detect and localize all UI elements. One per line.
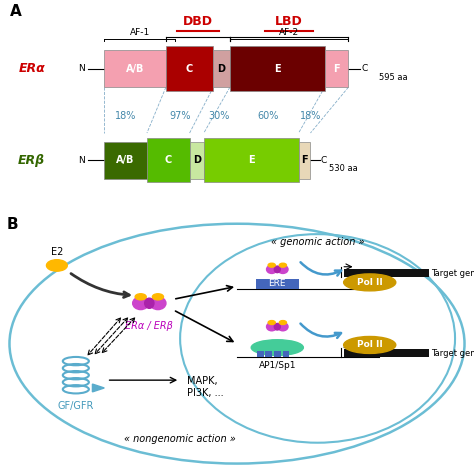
Ellipse shape [150,297,166,310]
Ellipse shape [344,274,396,291]
FancyBboxPatch shape [283,351,289,357]
Text: 530 aa: 530 aa [329,164,358,173]
FancyBboxPatch shape [299,142,310,179]
Text: B: B [7,217,19,232]
FancyBboxPatch shape [147,138,190,182]
Text: E: E [274,64,281,73]
Ellipse shape [251,340,303,356]
Ellipse shape [266,265,277,273]
FancyBboxPatch shape [257,351,264,357]
Text: 595 aa: 595 aa [379,73,408,82]
FancyBboxPatch shape [104,142,147,179]
FancyBboxPatch shape [204,138,299,182]
Circle shape [279,263,286,267]
FancyBboxPatch shape [265,351,272,357]
Text: A/B: A/B [126,64,144,73]
Text: ERβ: ERβ [18,154,45,167]
Text: C: C [186,64,193,73]
Text: AP1/Sp1: AP1/Sp1 [258,361,296,370]
Text: 18%: 18% [115,110,137,120]
Text: A/B: A/B [117,155,135,165]
FancyBboxPatch shape [325,50,348,87]
Circle shape [152,294,164,300]
Text: AF-1: AF-1 [130,28,150,37]
Text: C: C [361,64,367,73]
FancyBboxPatch shape [213,50,230,87]
Ellipse shape [266,323,277,331]
Text: F: F [333,64,340,73]
Circle shape [268,320,275,325]
Text: C: C [321,156,327,165]
Text: DBD: DBD [183,15,213,28]
Text: AF-2: AF-2 [279,28,299,37]
Text: D: D [218,64,226,73]
FancyBboxPatch shape [190,142,204,179]
Text: E: E [248,155,255,165]
Text: A: A [9,4,21,19]
Text: ERα / ERβ: ERα / ERβ [125,321,173,331]
Text: LBD: LBD [275,15,303,28]
Ellipse shape [145,298,154,308]
Text: MAPK,
PI3K, ...: MAPK, PI3K, ... [187,376,224,398]
Text: F: F [301,155,308,165]
Ellipse shape [274,266,280,273]
FancyBboxPatch shape [274,351,281,357]
FancyBboxPatch shape [104,50,166,87]
FancyBboxPatch shape [344,269,429,277]
FancyBboxPatch shape [256,279,299,289]
Ellipse shape [133,297,149,310]
Text: Target genes: Target genes [431,269,474,278]
Text: C: C [164,155,172,165]
Ellipse shape [274,323,280,330]
Ellipse shape [344,337,396,354]
Text: ERα: ERα [18,62,45,75]
Text: GF/GFR: GF/GFR [58,401,94,411]
Text: 18%: 18% [300,110,321,120]
Text: D: D [193,155,201,165]
Text: 30%: 30% [208,110,230,120]
Text: Pol II: Pol II [357,340,383,349]
Circle shape [268,263,275,267]
Circle shape [135,294,146,300]
FancyBboxPatch shape [166,46,213,91]
Text: 97%: 97% [169,110,191,120]
Text: N: N [79,156,85,165]
Circle shape [279,320,286,325]
Text: « genomic action »: « genomic action » [271,237,365,247]
FancyBboxPatch shape [230,46,325,91]
Ellipse shape [278,265,288,273]
FancyBboxPatch shape [344,349,429,357]
Text: Pol II: Pol II [357,278,383,287]
Text: 60%: 60% [257,110,279,120]
Polygon shape [92,384,104,392]
Text: ERE: ERE [269,280,286,289]
Text: Target genes: Target genes [431,349,474,358]
Text: « nongenomic action »: « nongenomic action » [124,434,236,444]
Ellipse shape [278,323,288,331]
Text: N: N [79,64,85,73]
Text: E2: E2 [51,247,63,257]
Circle shape [46,260,67,271]
